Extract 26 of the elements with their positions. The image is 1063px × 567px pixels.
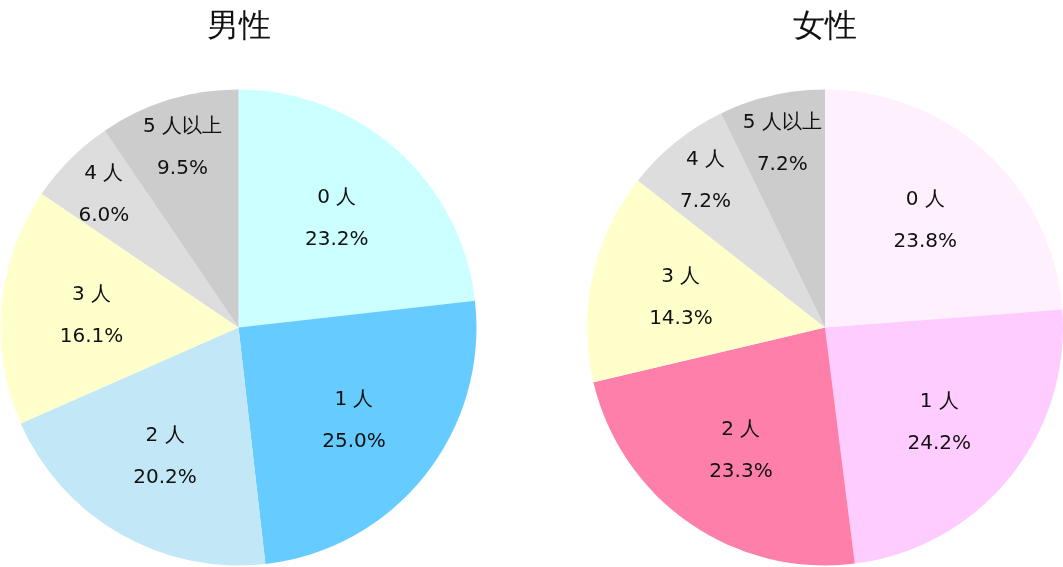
slice-label: 4 人 [84, 159, 124, 184]
data-label: 7.2% [680, 188, 731, 213]
data-label: 14.3% [649, 304, 713, 329]
data-label: 25.0% [322, 428, 386, 453]
slice-label: 1 人 [919, 387, 959, 412]
data-label: 6.0% [78, 201, 130, 226]
data-label: 7.2% [756, 150, 808, 175]
slice-label: 3 人 [661, 262, 701, 287]
slice-label: 0 人 [905, 186, 945, 211]
slice-label: 5 人以上 [142, 112, 223, 137]
data-label: 23.2% [305, 226, 369, 251]
slice-label: 1 人 [334, 386, 374, 411]
data-label: 9.5% [157, 154, 208, 179]
slice-label: 5 人以上 [742, 108, 822, 133]
chart-title: 女性 [793, 5, 857, 44]
data-label: 24.2% [907, 429, 972, 454]
chart-title: 男性 [206, 5, 271, 44]
slice-label: 2 人 [721, 415, 761, 440]
data-label: 16.1% [59, 323, 124, 348]
slice-label: 3 人 [72, 281, 112, 306]
slice-label: 4 人 [685, 146, 726, 171]
slice-label: 0 人 [317, 184, 357, 209]
data-label: 23.8% [893, 228, 958, 253]
slice-label: 2 人 [145, 422, 185, 447]
data-label: 20.2% [133, 464, 197, 489]
data-label: 23.3% [709, 457, 773, 482]
